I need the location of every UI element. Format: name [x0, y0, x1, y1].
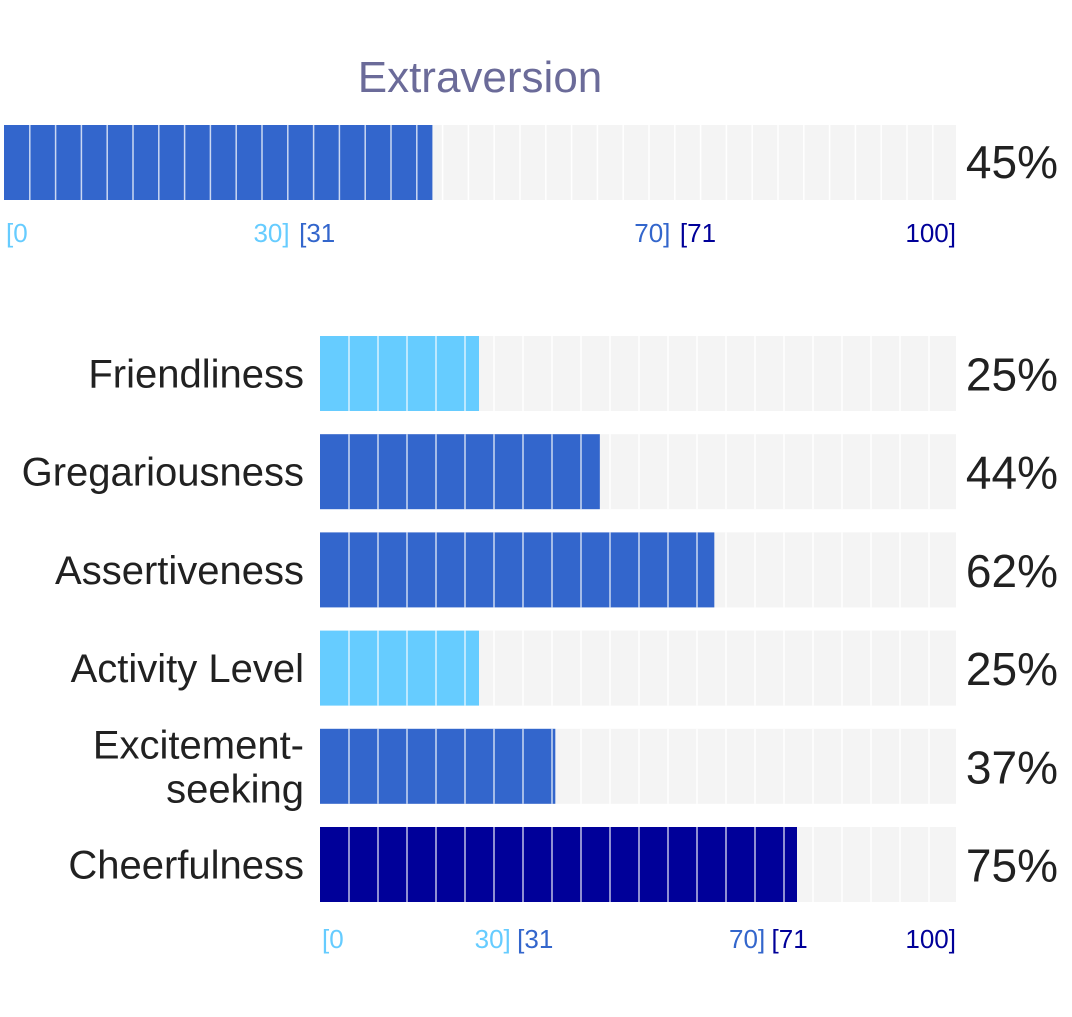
- facet-axis-tick-end: 70]: [729, 924, 765, 954]
- main-axis-tick-start: [71: [680, 218, 716, 248]
- main-axis-tick-end: 70]: [634, 218, 670, 248]
- facet-axis-tick-end: 100]: [905, 924, 956, 954]
- facet-category-label: seeking: [166, 767, 304, 811]
- facet-category-label: Excitement-: [93, 723, 304, 767]
- facet-value-label: 25%: [966, 349, 1058, 401]
- facet-category-label: Assertiveness: [55, 549, 304, 593]
- chart-title: Extraversion: [358, 53, 603, 102]
- facet-bar-fill: [320, 630, 479, 706]
- main-value-label: 45%: [966, 136, 1058, 188]
- main-axis-tick-end: 100]: [905, 218, 956, 248]
- facet-row: Assertiveness 62%: [55, 532, 1058, 608]
- facet-row: Friendliness 25%: [88, 336, 1058, 411]
- main-axis-tick-start: [0: [6, 218, 28, 248]
- facet-category-label: Gregariousness: [22, 451, 304, 495]
- facet-value-label: 75%: [966, 840, 1058, 892]
- facet-bar-fill: [320, 532, 715, 608]
- main-axis-tick-end: 30]: [253, 218, 289, 248]
- facet-axis-tick-start: [31: [517, 924, 553, 954]
- facet-axis-tick-start: [0: [322, 924, 344, 954]
- facet-value-label: 44%: [966, 447, 1058, 499]
- facet-row: Activity Level 25%: [71, 630, 1058, 706]
- facet-bar-fill: [320, 434, 600, 510]
- facet-axis-tick-end: 30]: [475, 924, 511, 954]
- facet-category-label: Activity Level: [71, 647, 304, 691]
- facet-axis-tick-start: [71: [772, 924, 808, 954]
- facet-bar-fill: [320, 336, 479, 411]
- facet-value-label: 62%: [966, 545, 1058, 597]
- facet-row: Cheerfulness 75%: [68, 827, 1058, 902]
- main-axis-tick-start: [31: [299, 218, 335, 248]
- facet-bar-fill: [320, 827, 797, 902]
- main-bar-fill: [4, 125, 433, 200]
- facet-row: Excitement-seeking 37%: [93, 723, 1058, 811]
- facet-value-label: 37%: [966, 741, 1058, 793]
- facet-axis-ticks: [0 30] [31 70] [71 100]: [322, 924, 956, 954]
- facet-category-label: Cheerfulness: [68, 844, 304, 888]
- facet-value-label: 25%: [966, 643, 1058, 695]
- facet-bars: Friendliness 25% Gregariousness 44% Assertiv…: [22, 336, 1058, 902]
- main-axis-ticks: [0 30] [31 70] [71 100]: [6, 218, 956, 248]
- facet-category-label: Friendliness: [88, 353, 304, 397]
- facet-row: Gregariousness 44%: [22, 434, 1058, 510]
- main-bar-group: 45%: [4, 125, 1058, 200]
- facet-bar-fill: [320, 728, 556, 804]
